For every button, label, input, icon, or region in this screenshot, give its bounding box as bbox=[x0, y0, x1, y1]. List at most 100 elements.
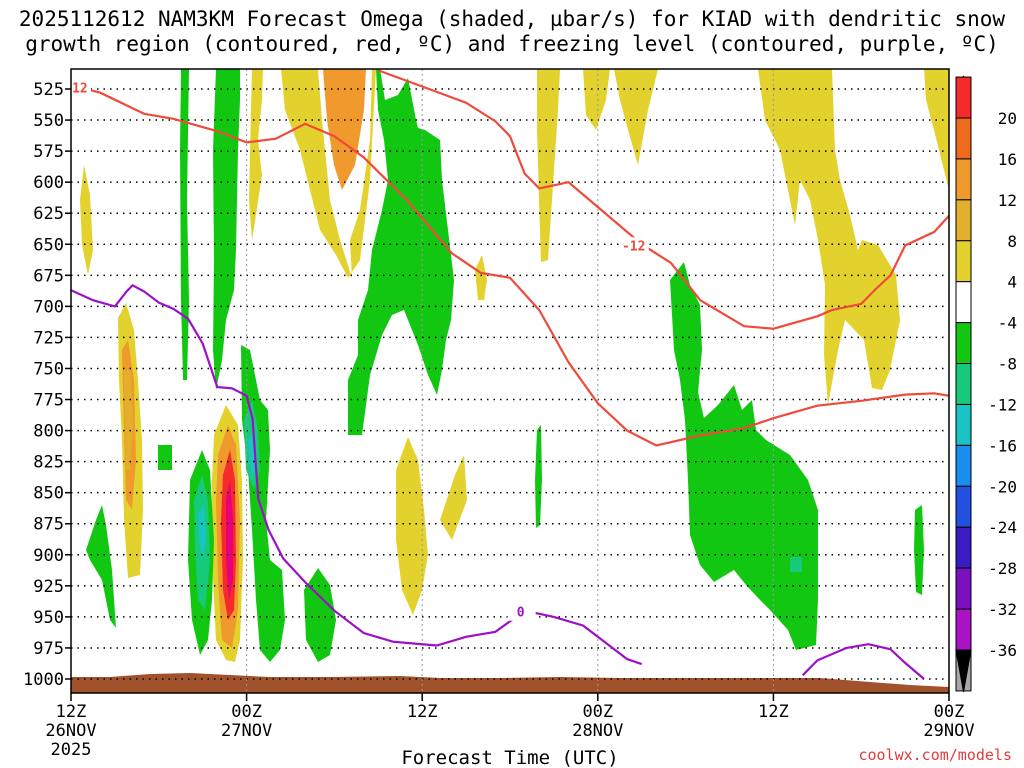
colorbar-label: -8 bbox=[998, 355, 1017, 374]
x-tick-label: 00Z bbox=[582, 702, 613, 722]
colorbar-segment bbox=[955, 444, 972, 487]
omega-positive-region bbox=[614, 69, 658, 165]
x-tick-label: 27NOV bbox=[221, 721, 272, 741]
y-tick-label: 725 bbox=[33, 328, 64, 348]
colorbar-segment bbox=[955, 363, 972, 405]
y-tick-label: 1000 bbox=[23, 670, 64, 690]
colorbar-label: -36 bbox=[988, 641, 1017, 660]
colorbar-segment bbox=[955, 281, 972, 324]
contour-label: -12 bbox=[622, 239, 645, 254]
colorbar-segment bbox=[955, 403, 972, 446]
y-tick-label: 675 bbox=[33, 266, 64, 286]
x-tick-label: 2025 bbox=[51, 740, 92, 760]
y-tick-label: 650 bbox=[33, 235, 64, 255]
x-tick-label: 26NOV bbox=[45, 721, 96, 741]
omega-negative-region bbox=[241, 345, 285, 662]
plot-area: -12 -12 0 bbox=[64, 69, 949, 693]
colorbar-segment bbox=[955, 240, 972, 283]
plot-border bbox=[70, 68, 950, 694]
colorbar-segment bbox=[955, 485, 972, 528]
colorbar-label: -16 bbox=[988, 436, 1017, 455]
colorbar-segment bbox=[955, 117, 972, 160]
omega-negative-region bbox=[158, 445, 172, 470]
x-tick-label: 12Z bbox=[56, 702, 87, 722]
y-tick-label: 825 bbox=[33, 453, 64, 473]
y-tick-label: 600 bbox=[33, 173, 64, 193]
omega-positive-region bbox=[80, 165, 93, 275]
x-tick-label: 00Z bbox=[934, 702, 965, 722]
contour-label-bg bbox=[620, 237, 649, 255]
y-tick-label: 625 bbox=[33, 204, 64, 224]
contour-label: -12 bbox=[64, 81, 87, 96]
omega-positive-region bbox=[475, 255, 487, 300]
omega-positive-region bbox=[226, 480, 233, 600]
x-axis-label: Forecast Time (UTC) bbox=[401, 747, 618, 768]
colorbar: 20 16 12 8 4 -4 -8 -12 -16 -20 -24 -28 -32 -36 bbox=[955, 75, 1017, 693]
y-tick-label: 550 bbox=[33, 111, 64, 131]
terrain bbox=[71, 673, 949, 693]
y-tick-label: 975 bbox=[33, 639, 64, 659]
x-tick-label: 12Z bbox=[758, 702, 789, 722]
colorbar-segment bbox=[955, 199, 972, 242]
x-tick-label: 12Z bbox=[407, 702, 438, 722]
colorbar-label: -12 bbox=[988, 395, 1017, 414]
x-tick-label: 28NOV bbox=[572, 721, 623, 741]
omega-positive-region bbox=[396, 437, 428, 615]
omega-negative-region bbox=[213, 69, 240, 390]
omega-negative-region bbox=[670, 262, 818, 650]
omega-positive-region bbox=[583, 69, 610, 130]
y-axis-ticks: 525 550 575 600 625 650 675 700 725 750 775 800 825 8… bbox=[23, 80, 71, 690]
colorbar-label: 4 bbox=[1007, 273, 1017, 292]
x-tick-label: 00Z bbox=[231, 702, 262, 722]
chart-title-line-2: growth region (contoured, red, ºC) and f… bbox=[25, 32, 999, 56]
omega-negative-region bbox=[535, 425, 542, 528]
omega-positive-region bbox=[249, 69, 263, 240]
colorbar-segment bbox=[955, 567, 972, 610]
x-tick-label: 29NOV bbox=[923, 721, 974, 741]
colorbar-segment bbox=[955, 322, 972, 365]
colorbar-label: -24 bbox=[988, 518, 1017, 537]
colorbar-segment bbox=[955, 526, 972, 569]
colorbar-label: -32 bbox=[988, 600, 1017, 619]
colorbar-label: 8 bbox=[1007, 232, 1017, 251]
omega-positive-region bbox=[440, 455, 467, 540]
contour-line bbox=[71, 84, 949, 447]
y-tick-label: 750 bbox=[33, 359, 64, 379]
omega-positive-region bbox=[758, 69, 900, 405]
colorbar-label: -4 bbox=[998, 314, 1017, 333]
omega-positive-region bbox=[323, 69, 366, 190]
omega-negative-region bbox=[914, 505, 924, 595]
y-tick-label: 525 bbox=[33, 80, 64, 100]
contour-line bbox=[377, 69, 949, 330]
y-tick-label: 925 bbox=[33, 577, 64, 597]
contours: -12 -12 0 bbox=[64, 69, 949, 680]
colorbar-segment bbox=[955, 76, 972, 119]
colorbar-label: 16 bbox=[998, 150, 1017, 169]
contour-line bbox=[801, 643, 925, 680]
y-tick-label: 775 bbox=[33, 391, 64, 411]
omega-positive-region bbox=[281, 69, 376, 278]
omega-negative-region bbox=[86, 505, 116, 628]
omega-negative-region bbox=[180, 69, 189, 380]
colorbar-label: -20 bbox=[988, 477, 1017, 496]
chart-title-line-1: 2025112612 NAM3KM Forecast Omega (shaded… bbox=[18, 7, 1006, 31]
y-tick-label: 575 bbox=[33, 142, 64, 162]
y-tick-label: 850 bbox=[33, 484, 64, 504]
y-tick-label: 800 bbox=[33, 422, 64, 442]
omega-shading bbox=[71, 69, 949, 693]
y-tick-label: 700 bbox=[33, 297, 64, 317]
omega-negative-region bbox=[198, 505, 206, 560]
omega-negative-region bbox=[304, 568, 336, 662]
colorbar-label: 20 bbox=[998, 109, 1017, 128]
colorbar-label: 12 bbox=[998, 191, 1017, 210]
contour-label: 0 bbox=[517, 606, 525, 621]
contour-label-bg bbox=[71, 79, 91, 97]
y-tick-label: 875 bbox=[33, 515, 64, 535]
colorbar-label: -28 bbox=[988, 559, 1017, 578]
grid-lines bbox=[71, 69, 949, 693]
omega-positive-region bbox=[124, 370, 133, 470]
omega-negative-region bbox=[790, 557, 802, 572]
contour-label-bg bbox=[507, 603, 536, 621]
credit-link[interactable]: coolwx.com/models bbox=[858, 746, 1012, 764]
